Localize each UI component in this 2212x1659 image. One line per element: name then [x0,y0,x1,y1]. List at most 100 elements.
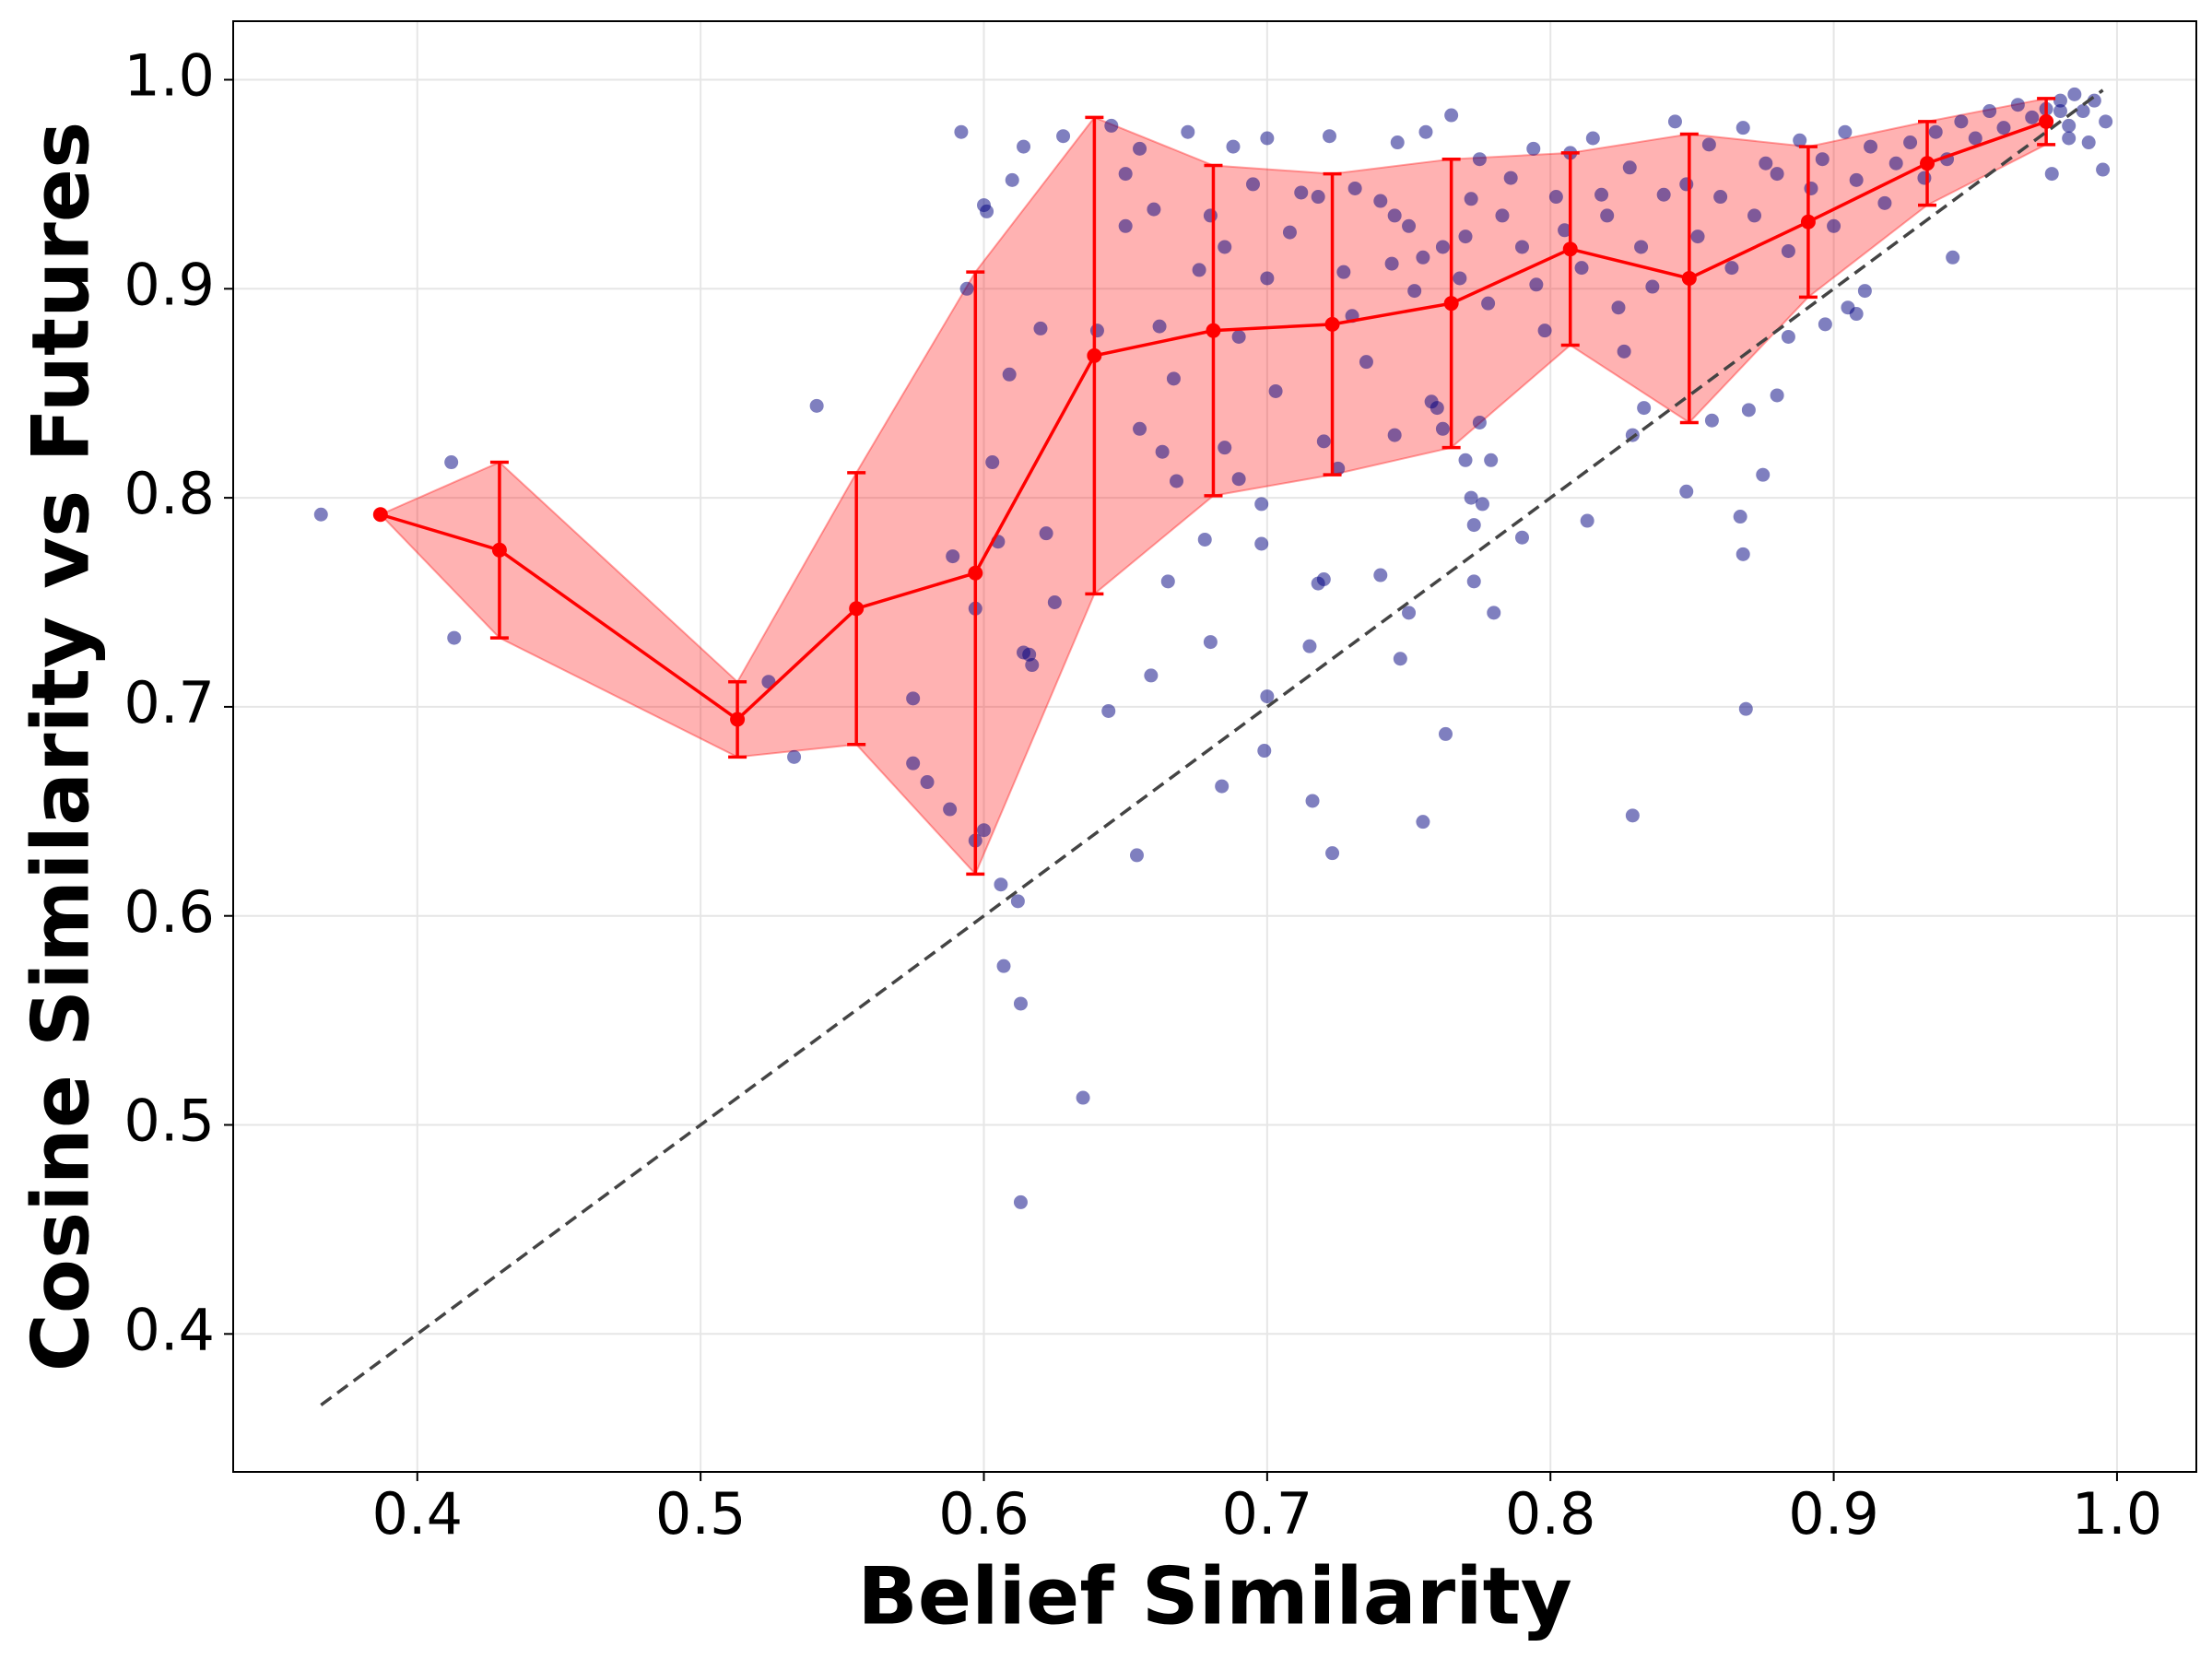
scatter-point [996,959,1011,973]
mean-point [491,542,507,558]
scatter-point [1076,1090,1090,1105]
scatter-point [1010,894,1025,909]
scatter-point [1017,139,1031,154]
scatter-point [1129,848,1144,863]
scatter-point [2053,93,2067,108]
mean-point [1324,316,1340,332]
scatter-point [1438,726,1453,741]
reference-line [320,88,2104,1406]
scatter-point [959,281,974,296]
scatter-point [1656,187,1671,202]
scatter-point [954,124,969,139]
scatter-point [1637,401,1652,416]
scatter-point [444,455,459,470]
scatter-point [1416,815,1430,830]
scatter-point [1558,223,1572,238]
labels: 0.4 0.5 0.6 0.7 0.8 0.9 1.0 0.4 0.5 0.6 0.7 0.8 0.9 1… [124,42,2162,1547]
scatter-point [1529,277,1544,292]
scatter-point [1857,284,1872,299]
scatter-point [1735,547,1750,561]
scatter-point [1387,208,1402,223]
scatter-point [1203,208,1218,223]
scatter-point [1152,319,1167,334]
scatter-point [1402,606,1417,620]
scatter-point [1013,996,1028,1011]
scatter-point [1166,371,1181,386]
scatter-point [1056,129,1071,144]
scatter-point [1877,195,1892,210]
scatter-point [1226,139,1241,154]
scatter-point [1781,243,1795,258]
scatter-point [1611,300,1626,315]
y-tick-label: 0.8 [124,460,215,527]
scatter-point [1133,421,1147,436]
scatter-point [977,823,992,838]
scatter-point [1475,497,1489,512]
scatter-point [2062,118,2077,133]
y-tick-label: 0.6 [124,878,215,946]
mean-point [1562,241,1578,257]
scatter-point [1197,532,1212,547]
scatter-point [1747,208,1762,223]
scatter-point [1466,518,1481,533]
scatter-point [1849,172,1864,187]
mean-point [968,565,983,581]
y-axis-label: Cosine Similarity vs Futures [15,122,107,1372]
scatter-point [1701,137,1716,152]
scatter-point [1218,441,1232,455]
scatter-point [1793,133,1807,147]
scatter-point [1316,434,1331,449]
scatter-point [1192,263,1206,277]
scatter-point [1215,779,1230,794]
scatter-point [1464,192,1478,206]
scatter-point [906,691,921,706]
scatter-point [1903,135,1918,150]
scatter-point [1033,321,1048,335]
scatter-point [946,549,960,564]
scatter-point [313,507,328,522]
scatter-point [2062,131,2077,146]
mean-point [1443,296,1459,312]
scatter-point [1968,131,1983,146]
y-tick-label: 0.4 [124,1296,215,1363]
scatter-point [1402,218,1417,233]
mean-point [1206,323,1221,338]
scatter-point [1181,124,1195,139]
scatter-point [1537,324,1552,338]
scatter-point [1155,444,1170,459]
scatter-point [1418,124,1433,139]
scatter-point [1928,124,1943,139]
scatter-point [1373,568,1388,582]
scatter-point [1472,415,1487,429]
scatter-point [1118,167,1133,182]
scatter-point [1617,344,1631,359]
scatter-point [1118,218,1133,233]
scatter-point [1888,156,1903,171]
scatter-point [2025,110,2040,124]
scatter-point [1047,595,1062,610]
x-tick-label: 0.5 [655,1480,747,1547]
scatter-point [1347,181,1362,195]
scatter-point [1838,124,1853,139]
x-tick-label: 0.7 [1222,1480,1313,1547]
x-tick-label: 0.9 [1788,1480,1879,1547]
scatter-point [2096,162,2111,177]
scatter-point [1144,668,1159,683]
scatter-point [1311,190,1325,205]
scatter-point [1594,187,1609,202]
y-tick-label: 0.5 [124,1088,215,1155]
scatter-point [1704,413,1719,428]
scatter-point [1946,250,1960,265]
mean-point [2039,113,2054,129]
x-axis-label: Belief Similarity [857,1550,1572,1642]
scatter-point [1203,635,1218,650]
scatter-point [1585,131,1600,146]
scatter-point [1756,467,1771,482]
scatter-point [1996,121,2011,135]
scatter-point [1039,526,1053,541]
scatter-point [1634,240,1649,254]
scatter-point [1770,167,1784,182]
scatter-point [985,455,1000,470]
scatter-point [1827,218,1841,233]
